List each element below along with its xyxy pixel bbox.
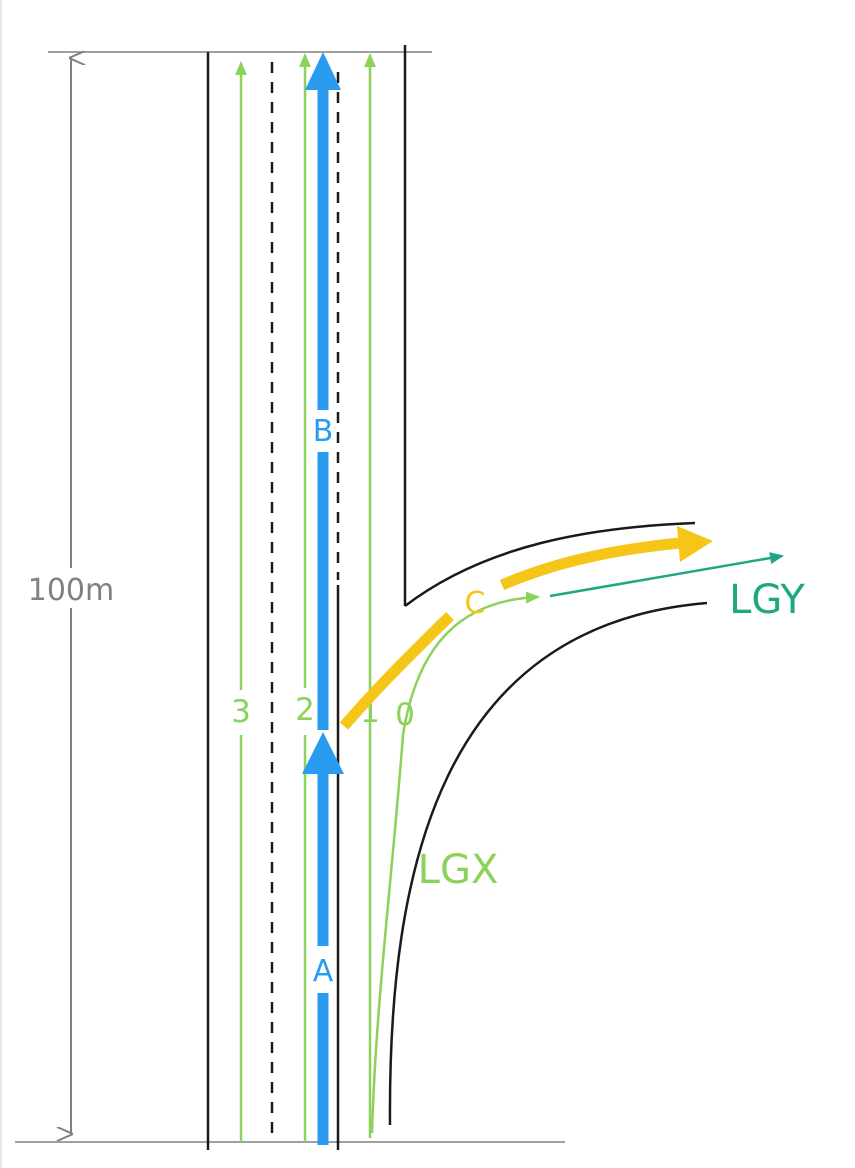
path-c-label: C [465, 586, 486, 621]
path-a-label: A [313, 954, 334, 989]
path-b-label: B [313, 414, 334, 449]
path-c: C [339, 526, 713, 730]
lane-2-label: 2 [295, 692, 315, 728]
lane-dividers [270, 62, 340, 1142]
lane-0-centerline [370, 591, 540, 1134]
path-b: B [305, 52, 341, 730]
ramp-upper-edge [404, 521, 696, 607]
lane-3-label: 3 [231, 694, 251, 730]
path-c-arrowhead [677, 526, 713, 562]
lane-group-lgy-label: LGY [729, 577, 805, 623]
path-c-stroke-lower [339, 612, 454, 730]
path-b-arrowhead [305, 52, 341, 90]
lane-0-label: 0 [395, 697, 415, 733]
path-a-arrowhead [302, 732, 344, 774]
dimension-label: 100m [28, 573, 114, 608]
path-c-stroke-upper [499, 537, 681, 591]
lgy-centerline [549, 552, 784, 598]
dimension-indicator: 100m [15, 52, 565, 1143]
lane-centerlines: 3 2 1 0 [231, 53, 540, 1142]
ramp-lower-edge [388, 601, 708, 1126]
road-edges [206, 45, 708, 1150]
path-a: A [302, 732, 344, 1145]
lane-group-lgx-label: LGX [418, 847, 499, 893]
